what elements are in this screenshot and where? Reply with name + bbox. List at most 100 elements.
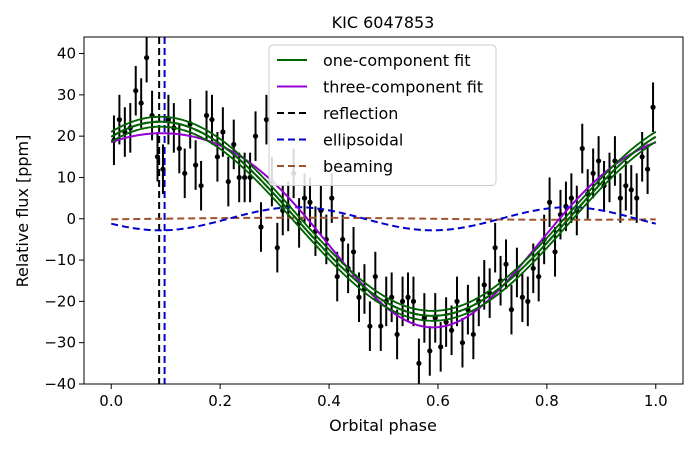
- data-point: [389, 294, 395, 300]
- data-point: [438, 344, 444, 350]
- data-point: [503, 261, 509, 267]
- data-point: [595, 158, 602, 164]
- data-point: [225, 178, 231, 185]
- data-point: [242, 174, 248, 181]
- y-tick-label: −10: [44, 251, 76, 269]
- x-tick-label: 0.8: [535, 392, 559, 410]
- y-tick-label: −40: [44, 375, 76, 393]
- data-point: [231, 141, 237, 148]
- data-point: [590, 170, 596, 176]
- legend-label: reflection: [323, 104, 398, 123]
- data-point: [448, 327, 455, 333]
- data-point: [421, 315, 427, 321]
- x-axis: 0.0 0.2 0.4 0.6 0.8 1.0: [99, 384, 668, 410]
- plot-area: [110, 37, 657, 384]
- data-point: [410, 298, 417, 304]
- data-point: [650, 104, 656, 110]
- data-point: [454, 298, 460, 304]
- data-point: [552, 249, 558, 255]
- data-point: [399, 298, 406, 304]
- data-point: [274, 245, 280, 251]
- data-point: [144, 55, 150, 61]
- legend-item-reflection: reflection: [277, 104, 398, 123]
- data-point: [568, 195, 574, 201]
- data-point: [405, 294, 411, 300]
- x-tick-label: 0.0: [99, 392, 123, 410]
- data-point: [628, 187, 634, 193]
- data-point: [546, 199, 553, 205]
- data-point: [394, 331, 400, 338]
- data-point: [258, 224, 264, 230]
- data-point: [160, 166, 166, 172]
- y-tick-label: 40: [57, 45, 76, 63]
- band-one-component-fit: [110, 125, 657, 322]
- data-point: [530, 265, 536, 271]
- y-axis-label: Relative flux [ppm]: [13, 135, 32, 288]
- legend-label: beaming: [323, 157, 393, 176]
- data-point: [209, 117, 215, 123]
- data-point: [378, 323, 384, 329]
- data-point: [481, 282, 487, 288]
- data-point: [154, 154, 161, 160]
- data-point: [525, 298, 531, 304]
- data-point: [639, 154, 645, 160]
- legend-label: one-component fit: [323, 51, 471, 70]
- data-point: [536, 273, 542, 280]
- data-point: [203, 112, 210, 119]
- y-tick-label: −30: [44, 334, 76, 352]
- chart-title: KIC 6047853: [332, 13, 435, 32]
- series-beaming: [111, 216, 656, 221]
- legend: one-component fit three-component fit refl…: [268, 44, 497, 186]
- data-point: [645, 166, 651, 172]
- data-point: [416, 360, 422, 366]
- data-point: [138, 100, 144, 106]
- data-point: [236, 174, 242, 181]
- data-point: [334, 273, 340, 280]
- data-point: [263, 117, 270, 123]
- data-point: [634, 195, 640, 201]
- legend-label: ellipsoidal: [323, 131, 403, 150]
- data-point: [176, 145, 182, 152]
- data-point: [165, 117, 172, 123]
- y-tick-label: 20: [57, 127, 76, 145]
- data-point: [519, 294, 525, 300]
- data-point: [220, 129, 226, 135]
- x-tick-label: 0.4: [317, 392, 341, 410]
- legend-label: three-component fit: [323, 78, 483, 97]
- data-point: [350, 249, 357, 255]
- data-point: [182, 170, 188, 176]
- legend-item-three-component-fit: three-component fit: [277, 78, 483, 97]
- series-one-component-fit: [110, 120, 657, 317]
- data-point: [470, 331, 476, 338]
- data-point: [252, 133, 259, 139]
- x-tick-label: 0.6: [426, 392, 450, 410]
- data-point: [307, 199, 313, 205]
- data-point: [443, 319, 449, 325]
- data-point: [356, 294, 362, 300]
- y-axis: −40 −30 −20 −10 0 10 20 30 40: [44, 45, 84, 393]
- x-axis-label: Orbital phase: [329, 416, 437, 435]
- y-tick-label: 0: [66, 210, 76, 228]
- series-ellipsoidal: [111, 206, 657, 232]
- data-point: [193, 162, 199, 168]
- data-point: [329, 195, 335, 201]
- data-point: [301, 195, 308, 201]
- data-point: [623, 183, 629, 189]
- data-point: [116, 117, 122, 123]
- data-point: [367, 323, 373, 329]
- data-point: [372, 273, 378, 280]
- data-point: [340, 236, 346, 243]
- band-one-component-fit: [110, 115, 657, 312]
- legend-item-one-component-fit: one-component fit: [277, 51, 471, 70]
- x-tick-label: 0.2: [208, 392, 232, 410]
- data-point: [133, 88, 139, 94]
- data-point: [617, 195, 623, 201]
- data-point: [579, 145, 585, 152]
- data-point: [492, 245, 498, 251]
- data-point: [459, 340, 466, 346]
- legend-item-ellipsoidal: ellipsoidal: [277, 131, 403, 150]
- legend-box: [268, 44, 497, 186]
- y-tick-label: −20: [44, 292, 76, 310]
- y-tick-label: 10: [57, 168, 76, 186]
